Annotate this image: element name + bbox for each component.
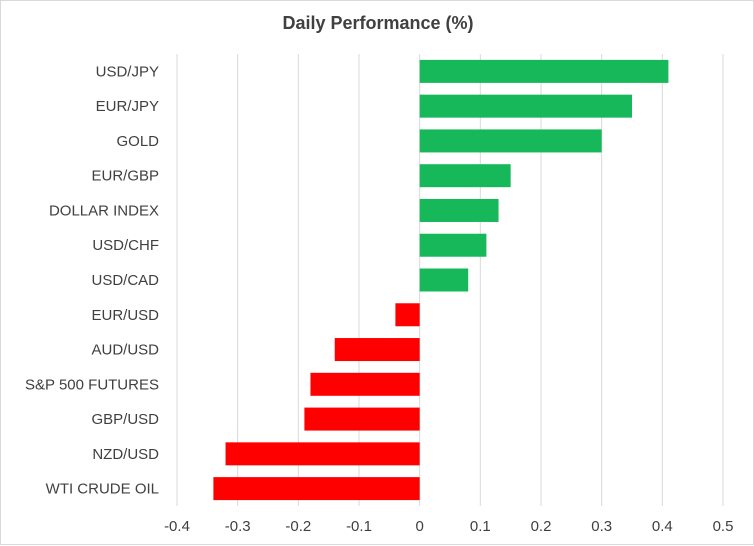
category-label: GBP/USD bbox=[91, 411, 159, 428]
category-label: AUD/USD bbox=[91, 342, 159, 359]
category-label: USD/CHF bbox=[92, 237, 159, 254]
bar bbox=[213, 477, 420, 501]
bar bbox=[304, 407, 420, 431]
x-tick-label: -0.3 bbox=[225, 518, 251, 535]
bar bbox=[419, 59, 669, 83]
bar bbox=[419, 268, 469, 292]
x-tick-label: -0.1 bbox=[346, 518, 372, 535]
x-tick-label: -0.4 bbox=[164, 518, 190, 535]
x-tick-label: 0 bbox=[415, 518, 423, 535]
bar bbox=[334, 338, 420, 362]
bar bbox=[419, 198, 499, 222]
x-tick-label: 0.2 bbox=[531, 518, 552, 535]
chart-title: Daily Performance (%) bbox=[282, 13, 474, 33]
category-label: GOLD bbox=[116, 133, 159, 150]
category-label: WTI CRUDE OIL bbox=[46, 481, 159, 498]
category-label: S&P 500 FUTURES bbox=[25, 376, 159, 393]
bars bbox=[213, 59, 669, 501]
x-axis-tick-labels: -0.4 -0.3 -0.2 -0.1 0 0.1 0.2 0.3 0.4 0.5 bbox=[164, 518, 733, 535]
category-label: NZD/USD bbox=[92, 446, 159, 463]
bar bbox=[419, 94, 632, 118]
category-label: EUR/GBP bbox=[91, 168, 159, 185]
x-tick-label: -0.2 bbox=[285, 518, 311, 535]
category-label: EUR/USD bbox=[91, 307, 159, 324]
bar bbox=[225, 442, 420, 466]
x-tick-label: 0.4 bbox=[652, 518, 673, 535]
bar bbox=[310, 372, 420, 396]
x-tick-label: 0.1 bbox=[470, 518, 491, 535]
category-label: EUR/JPY bbox=[96, 98, 159, 115]
x-tick-label: 0.5 bbox=[713, 518, 734, 535]
x-tick-label: 0.3 bbox=[591, 518, 612, 535]
bar bbox=[419, 233, 487, 257]
category-labels: USD/JPY EUR/JPY GOLD EUR/GBP DOLLAR INDEX USD… bbox=[25, 63, 159, 497]
category-label: USD/CAD bbox=[91, 272, 159, 289]
bar bbox=[419, 129, 602, 153]
bar bbox=[395, 303, 420, 327]
category-label: DOLLAR INDEX bbox=[49, 202, 159, 219]
category-label: USD/JPY bbox=[96, 63, 159, 80]
bar bbox=[419, 164, 511, 188]
